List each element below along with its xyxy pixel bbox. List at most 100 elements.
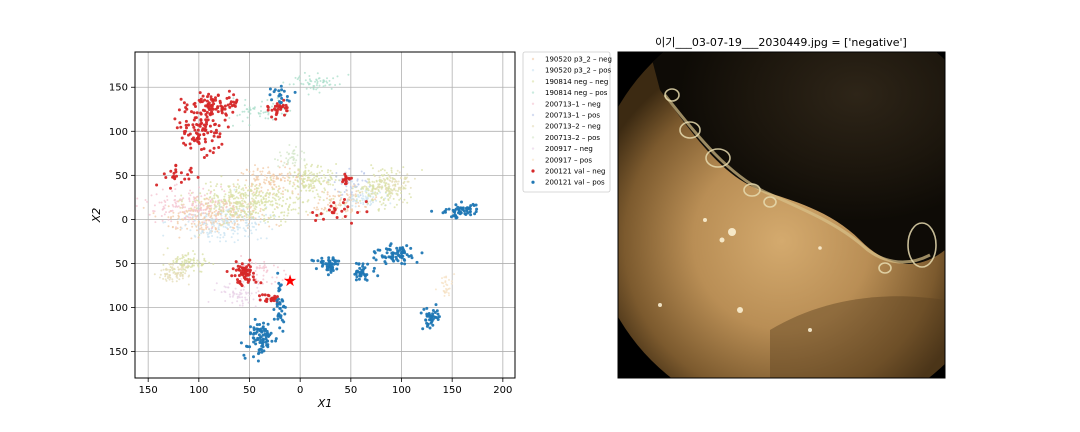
data-point xyxy=(318,198,321,201)
data-point xyxy=(377,183,380,186)
data-point xyxy=(346,205,350,209)
data-point xyxy=(385,251,389,255)
data-point xyxy=(220,200,223,203)
data-point xyxy=(210,139,214,143)
data-point xyxy=(328,201,331,204)
data-point xyxy=(362,195,365,197)
data-point xyxy=(358,272,362,276)
data-point xyxy=(238,185,241,188)
data-point xyxy=(209,190,212,193)
data-point xyxy=(235,211,238,214)
data-point xyxy=(328,174,331,177)
data-point xyxy=(263,293,267,297)
data-point xyxy=(420,251,424,255)
data-point xyxy=(352,185,355,188)
plot-background xyxy=(135,52,515,378)
data-point xyxy=(447,207,451,211)
data-point xyxy=(241,302,244,305)
data-point xyxy=(378,176,381,179)
data-point xyxy=(329,179,331,182)
data-point xyxy=(164,221,167,224)
data-point xyxy=(350,193,353,196)
data-point xyxy=(163,213,166,216)
data-point xyxy=(229,207,232,210)
data-point xyxy=(184,129,187,133)
data-point xyxy=(335,172,338,174)
data-point xyxy=(286,174,289,177)
data-point xyxy=(305,189,308,192)
data-point xyxy=(237,223,240,226)
data-point xyxy=(316,72,319,75)
data-point xyxy=(176,266,179,269)
data-point xyxy=(326,171,329,174)
data-point xyxy=(383,207,386,210)
data-point xyxy=(259,170,262,173)
data-point xyxy=(181,255,184,258)
data-point xyxy=(190,209,193,212)
data-point xyxy=(268,217,271,220)
data-point xyxy=(279,84,283,88)
data-point xyxy=(229,210,232,212)
data-point xyxy=(273,188,276,191)
data-point xyxy=(191,225,194,228)
data-point xyxy=(165,211,167,214)
data-point xyxy=(310,165,313,168)
y-tick-label: 100 xyxy=(109,303,128,314)
data-point xyxy=(253,177,256,180)
series-10: ★ xyxy=(155,89,369,303)
data-point xyxy=(366,262,370,266)
data-point xyxy=(298,197,301,200)
data-point xyxy=(233,188,236,191)
data-point xyxy=(179,211,182,214)
data-point xyxy=(226,103,230,107)
data-point xyxy=(288,176,291,179)
data-point xyxy=(308,179,311,182)
data-point xyxy=(258,298,262,302)
data-point xyxy=(332,201,336,205)
data-point xyxy=(264,200,267,203)
data-point xyxy=(249,206,252,209)
data-point xyxy=(256,359,260,363)
data-point xyxy=(335,163,338,165)
data-point xyxy=(255,291,258,294)
data-point xyxy=(278,151,281,154)
data-point xyxy=(220,199,223,202)
data-point xyxy=(303,158,306,161)
data-point xyxy=(166,268,169,271)
data-point xyxy=(271,105,273,108)
data-point xyxy=(187,216,190,219)
data-point xyxy=(236,300,239,303)
data-point xyxy=(230,104,234,108)
data-point xyxy=(427,312,431,315)
data-point xyxy=(248,223,251,226)
data-point xyxy=(230,274,234,278)
data-point xyxy=(162,277,165,280)
data-point xyxy=(174,273,177,276)
data-point xyxy=(456,205,460,209)
data-point xyxy=(228,196,231,199)
data-point xyxy=(403,262,407,266)
legend-label: 190814 neg – pos xyxy=(545,89,608,97)
data-point xyxy=(362,201,365,204)
data-point xyxy=(249,229,252,232)
data-point xyxy=(266,293,270,297)
data-point xyxy=(249,213,252,216)
data-point xyxy=(245,196,247,199)
data-point xyxy=(192,213,195,216)
data-point xyxy=(266,99,269,101)
data-point xyxy=(256,177,259,180)
data-point xyxy=(319,80,322,82)
data-point xyxy=(348,167,351,170)
data-point xyxy=(185,126,188,130)
data-point xyxy=(272,211,274,214)
data-point xyxy=(232,232,235,235)
data-point xyxy=(368,181,371,184)
data-point xyxy=(261,293,264,297)
data-point xyxy=(369,183,371,186)
data-point xyxy=(255,211,258,214)
data-point xyxy=(207,235,209,238)
data-point xyxy=(170,267,173,270)
data-point xyxy=(160,215,163,217)
data-point xyxy=(278,173,281,176)
data-point xyxy=(355,185,358,188)
